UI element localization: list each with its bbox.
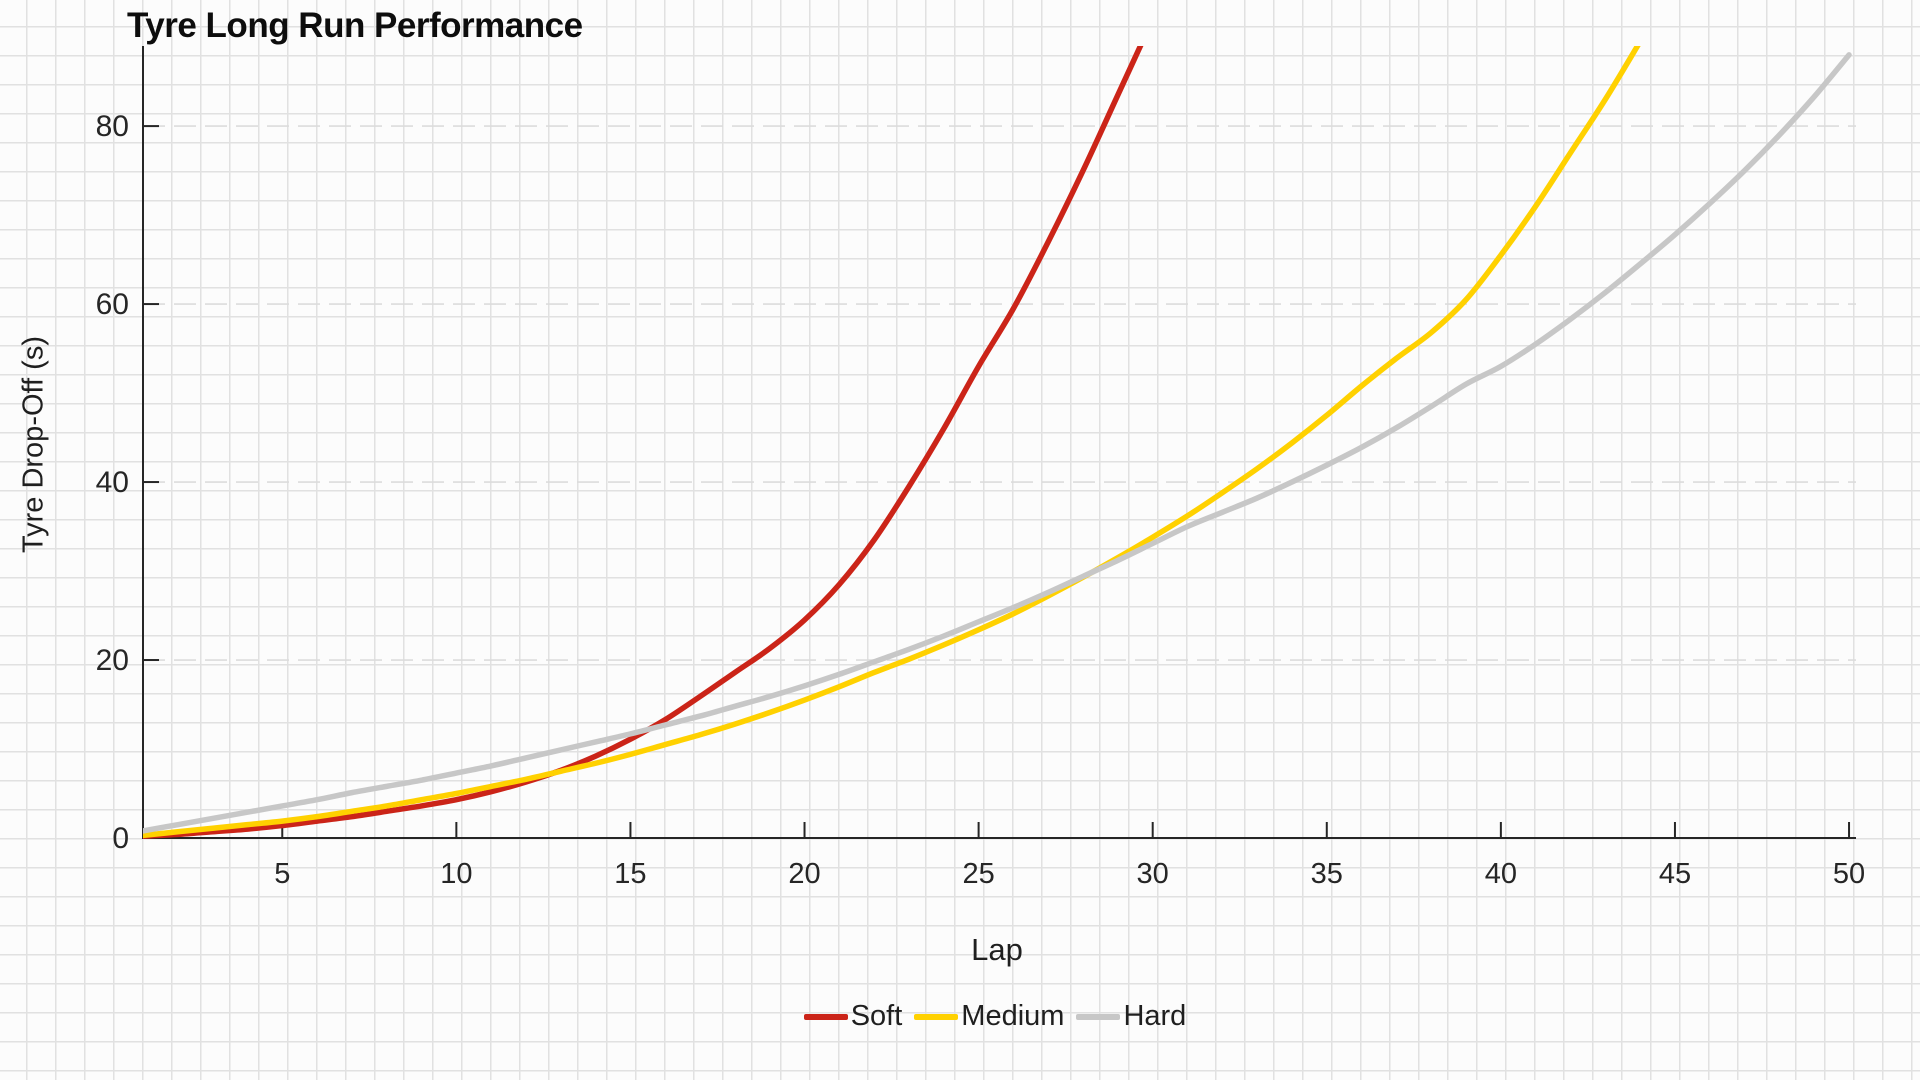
y-tick-label-0: 0: [112, 822, 129, 855]
legend-label: Hard: [1123, 1000, 1187, 1032]
legend-swatch-soft: [803, 1013, 848, 1020]
x-tick-label-45: 45: [1659, 858, 1691, 890]
series-line-soft: [143, 46, 1144, 839]
x-tick-label-5: 5: [274, 858, 290, 890]
series-line-medium: [143, 46, 1641, 839]
x-tick-label-40: 40: [1485, 858, 1517, 890]
x-tick-label-20: 20: [788, 858, 820, 890]
x-tick-label-30: 30: [1137, 858, 1169, 890]
chart-title: Tyre Long Run Performance: [127, 6, 583, 45]
legend-label: Medium: [961, 1000, 1065, 1032]
x-tick-label-25: 25: [962, 858, 994, 890]
legend-swatch-medium: [914, 1013, 959, 1020]
series-line-hard: [143, 52, 1852, 834]
legend-swatch-hard: [1076, 1013, 1121, 1020]
legend-item-hard: Hard: [1076, 1000, 1186, 1033]
x-axis-label: Lap: [971, 932, 1023, 967]
legend-label: Soft: [850, 1000, 903, 1032]
y-tick-label-60: 60: [96, 288, 129, 321]
legend-item-soft: Soft: [803, 1000, 903, 1033]
x-tick-label-10: 10: [440, 858, 472, 890]
y-tick-label-80: 80: [96, 110, 129, 143]
x-tick-label-50: 50: [1833, 858, 1865, 890]
x-tick-label-15: 15: [614, 858, 646, 890]
x-tick-label-35: 35: [1311, 858, 1343, 890]
legend-item-medium: Medium: [914, 1000, 1064, 1033]
y-tick-label-20: 20: [96, 644, 129, 677]
legend: Soft Medium Hard: [0, 1000, 1920, 1033]
y-tick-label-40: 40: [96, 466, 129, 499]
